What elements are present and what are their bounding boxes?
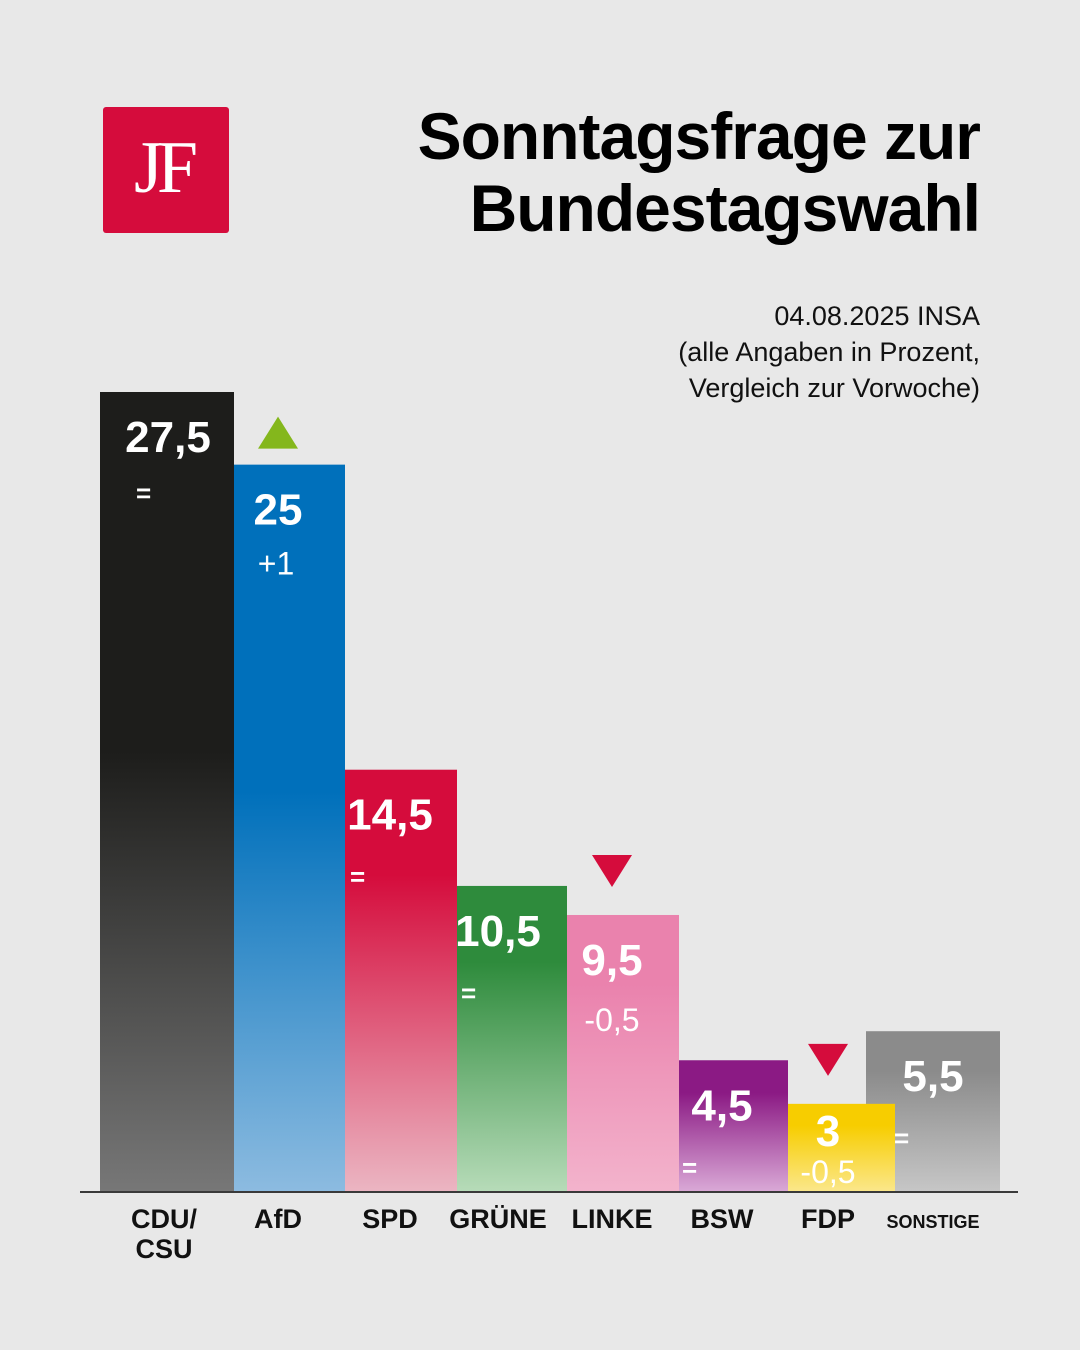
change-label-0: =	[136, 478, 151, 508]
bars	[100, 392, 1000, 1191]
value-label-0: 27,5	[125, 413, 211, 462]
meta-unit-note: (alle Angaben in Prozent,	[678, 337, 980, 367]
category-label-7: SONSTIGE	[886, 1212, 979, 1232]
title-line-1: Sonntagsfrage zur	[417, 99, 981, 173]
value-label-3: 10,5	[455, 907, 541, 956]
category-label-line: SONSTIGE	[886, 1212, 979, 1232]
page-title: Sonntagsfrage zur Bundestagswahl	[417, 99, 981, 245]
chart-subtitle: 04.08.2025 INSA (alle Angaben in Prozent…	[678, 298, 980, 406]
value-label-5: 4,5	[691, 1081, 752, 1130]
category-label-2: SPD	[362, 1204, 418, 1234]
value-label-4: 9,5	[581, 936, 642, 985]
jf-logo: JF	[103, 107, 229, 233]
category-label-line: SPD	[362, 1204, 418, 1234]
category-label-line: BSW	[691, 1204, 755, 1234]
logo-text: JF	[134, 126, 198, 209]
category-label-line: LINKE	[572, 1204, 653, 1234]
value-label-1: 25	[254, 486, 303, 535]
meta-comparison-note: Vergleich zur Vorwoche)	[688, 373, 980, 403]
trend-down-icon-6	[808, 1043, 848, 1076]
category-label-0: CDU/CSU	[131, 1204, 197, 1264]
change-label-7: =	[894, 1123, 909, 1153]
change-label-1: +1	[258, 546, 294, 582]
value-label-6: 3	[816, 1107, 840, 1156]
category-label-4: LINKE	[572, 1204, 653, 1234]
title-line-2: Bundestagswahl	[469, 171, 981, 245]
category-label-6: FDP	[801, 1204, 855, 1234]
category-label-line: GRÜNE	[449, 1204, 547, 1234]
value-label-2: 14,5	[347, 791, 433, 840]
change-label-6: -0,5	[800, 1154, 855, 1190]
category-label-line: FDP	[801, 1204, 855, 1234]
meta-date-source: 04.08.2025 INSA	[774, 301, 980, 331]
change-label-2: =	[350, 862, 365, 892]
change-label-5: =	[682, 1152, 697, 1182]
category-label-3: GRÜNE	[449, 1204, 547, 1234]
category-label-1: AfD	[254, 1204, 302, 1234]
category-label-5: BSW	[691, 1204, 755, 1234]
bar-0	[100, 392, 234, 1191]
change-label-3: =	[461, 978, 476, 1008]
value-label-7: 5,5	[902, 1052, 963, 1101]
trend-up-icon-1	[258, 416, 298, 449]
category-labels: CDU/CSU AfD SPD GRÜNE LINKE BSW FDP SONSTIGE	[131, 1204, 980, 1264]
change-label-4: -0,5	[584, 1002, 639, 1038]
bar-labels: 27,5= 25+114,5=10,5=9,5-0,54,5=3-0,55,5=	[125, 413, 963, 1190]
bar-4	[545, 914, 679, 1191]
category-label-line: CSU	[135, 1234, 192, 1264]
trend-down-icon-4	[592, 854, 632, 887]
category-label-line: AfD	[254, 1204, 302, 1234]
category-label-line: CDU/	[131, 1204, 197, 1234]
